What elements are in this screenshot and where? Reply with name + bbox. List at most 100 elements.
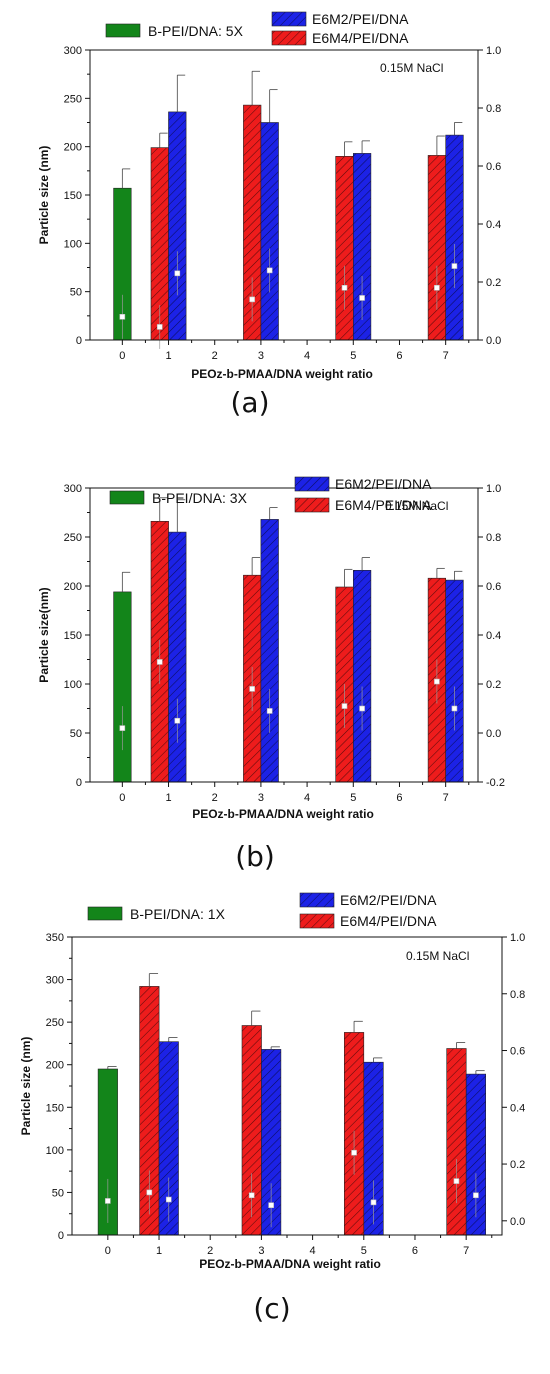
panel-1-legend-label-e6m4: E6M4/PEI/DNA xyxy=(312,30,409,46)
panel-3-data-point xyxy=(351,1149,357,1156)
panel-2-x-axis-label: PEOz-b-PMAA/DNA weight ratio xyxy=(192,807,374,821)
panel-1-legend-label-e6m2: E6M2/PEI/DNA xyxy=(312,11,409,27)
panel-2-data-point xyxy=(174,717,181,724)
panel-2-blue-bar xyxy=(445,579,464,783)
panel-1-data-point xyxy=(174,270,181,277)
panel-3-y-tick-label: 350 xyxy=(46,932,64,944)
panel-2-data-point xyxy=(434,678,440,685)
panel-1-y-tick-label: 100 xyxy=(64,238,82,250)
panel-2-legend-swatch-e6m4 xyxy=(294,497,330,513)
panel-1-plot-frame xyxy=(89,49,479,341)
panel-2-legend-swatch-control xyxy=(109,490,145,505)
panel-2-salt-note: 0.15M NaCl xyxy=(385,499,448,513)
panel-2-legend-swatch-e6m2 xyxy=(294,476,330,492)
panel-1-y-tick-label: 300 xyxy=(64,45,82,57)
panel-3-legend-label-e6m4: E6M4/PEI/DNA xyxy=(340,913,437,929)
panel-3-x-tick-label: 7 xyxy=(463,1245,469,1257)
panel-3-legend-swatch-e6m2 xyxy=(299,892,335,908)
panel-3-legend-label-control: B-PEI/DNA: 1X xyxy=(130,906,226,922)
panel-1-salt-note: 0.15M NaCl xyxy=(380,61,443,75)
panel-2-x-tick-label: 2 xyxy=(212,792,218,804)
panel-3-legend-label-e6m2: E6M2/PEI/DNA xyxy=(340,892,437,908)
panel-1-y2-tick-label: 0.8 xyxy=(486,103,501,115)
panel-1-y-tick-label: 250 xyxy=(64,93,82,105)
panel-1-y-axis-label: Particle size (nm) xyxy=(37,146,51,245)
panel-2-data-point xyxy=(156,659,163,665)
panel-3-x-tick-label: 6 xyxy=(412,1245,418,1257)
panel-3-data-point xyxy=(473,1192,479,1199)
panel-1-x-tick-label: 1 xyxy=(165,350,171,362)
panel-1-panel-label: (a) xyxy=(230,386,269,419)
panel-3-y-tick-label: 0 xyxy=(58,1230,64,1242)
panel-2-y-tick-label: 300 xyxy=(64,483,82,495)
panel-1-y-tick-label: 0 xyxy=(76,335,82,347)
panel-1-x-axis-label: PEOz-b-PMAA/DNA weight ratio xyxy=(191,367,373,381)
panel-3-x-tick-label: 3 xyxy=(258,1245,264,1257)
panel-2-green-bar xyxy=(113,591,132,783)
panel-3-x-tick-label: 4 xyxy=(310,1245,316,1257)
panel-3-y-axis-label: Particle size (nm) xyxy=(19,1037,33,1136)
panel-2-y-tick-label: 0 xyxy=(76,777,82,789)
panel-3-x-axis-label: PEOz-b-PMAA/DNA weight ratio xyxy=(199,1257,381,1271)
panel-3-legend-swatch-control xyxy=(87,906,123,921)
panel-3-y-tick-label: 300 xyxy=(46,975,64,987)
panel-3-y2-tick-label: 0.6 xyxy=(510,1046,525,1058)
panel-2-data-point xyxy=(249,686,255,692)
panel-1-y-tick-label: 50 xyxy=(70,287,82,299)
panel-2-y-tick-label: 100 xyxy=(64,679,82,691)
panel-2-y2-tick-label: 0.2 xyxy=(486,679,501,691)
panel-3-y2-tick-label: 0.2 xyxy=(510,1159,525,1171)
panel-1-y-tick-label: 200 xyxy=(64,142,82,154)
panel-2-y2-tick-label: 0.6 xyxy=(486,581,501,593)
panel-2-data-point xyxy=(451,705,458,712)
panel-3-x-tick-label: 5 xyxy=(361,1245,367,1257)
panel-3-data-point xyxy=(453,1178,460,1184)
panel-3-data-point xyxy=(248,1192,255,1199)
panel-1-data-point xyxy=(434,284,440,291)
panel-1-data-point xyxy=(119,313,126,320)
panel-3-y2-tick-label: 0.4 xyxy=(510,1102,525,1114)
panel-3-y-tick-label: 250 xyxy=(46,1017,64,1029)
panel-1-red-bar xyxy=(427,155,447,341)
panel-3-y2-tick-label: 0.0 xyxy=(510,1216,525,1228)
panel-1-y2-tick-label: 1.0 xyxy=(486,45,501,57)
panel-3-y-tick-label: 150 xyxy=(46,1102,64,1114)
panel-1-data-point xyxy=(249,296,255,303)
panel-3-x-tick-label: 1 xyxy=(156,1245,162,1257)
panel-1-legend-label-control: B-PEI/DNA: 5X xyxy=(148,23,244,39)
panel-1-y2-tick-label: 0.4 xyxy=(486,219,501,231)
panel-3-panel-label: (c) xyxy=(253,1292,290,1325)
panel-3-data-point xyxy=(165,1196,172,1203)
panel-3-y-tick-label: 50 xyxy=(52,1187,64,1199)
panel-3-data-point xyxy=(105,1198,111,1204)
panel-2-x-tick-label: 0 xyxy=(119,792,125,804)
panel-2-data-point xyxy=(266,708,273,714)
panel-1-y2-tick-label: 0.6 xyxy=(486,161,501,173)
panel-2-blue-bar xyxy=(168,531,187,783)
panel-1-data-point xyxy=(359,295,365,301)
panel-2-legend-label-e6m4: E6M4/PEI/DNA xyxy=(335,497,432,513)
panel-2-data-point xyxy=(359,705,365,712)
panel-1-y-tick-label: 150 xyxy=(64,190,82,202)
panel-1-data-point xyxy=(341,284,348,291)
panel-2-plot-frame xyxy=(89,487,479,783)
panel-2-y2-tick-label: 0.8 xyxy=(486,532,501,544)
panel-2-y2-tick-label: 1.0 xyxy=(486,483,501,495)
panel-2-y2-tick-label: 0.4 xyxy=(486,630,501,642)
panel-3-x-tick-label: 2 xyxy=(207,1245,213,1257)
panel-1-legend-swatch-control xyxy=(105,23,141,38)
panel-1-legend-swatch-e6m4 xyxy=(271,30,307,46)
panel-2-y-axis-label: Particle size(nm) xyxy=(37,587,51,682)
panel-1-x-tick-label: 0 xyxy=(119,350,125,362)
panel-1-x-tick-label: 4 xyxy=(304,350,310,362)
panel-1-x-tick-label: 7 xyxy=(443,350,449,362)
panel-1-x-tick-label: 5 xyxy=(350,350,356,362)
panel-2-legend-label-control: B-PEI/DNA: 3X xyxy=(152,490,248,506)
panel-3-red-bar xyxy=(446,1048,467,1236)
panel-1-blue-bar xyxy=(260,122,279,341)
panel-3-data-point xyxy=(268,1202,274,1208)
panel-2-panel-label: (b) xyxy=(235,840,275,873)
panel-2-x-tick-label: 5 xyxy=(350,792,356,804)
panel-3-plot-frame xyxy=(71,936,503,1236)
panel-2-x-tick-label: 6 xyxy=(396,792,402,804)
